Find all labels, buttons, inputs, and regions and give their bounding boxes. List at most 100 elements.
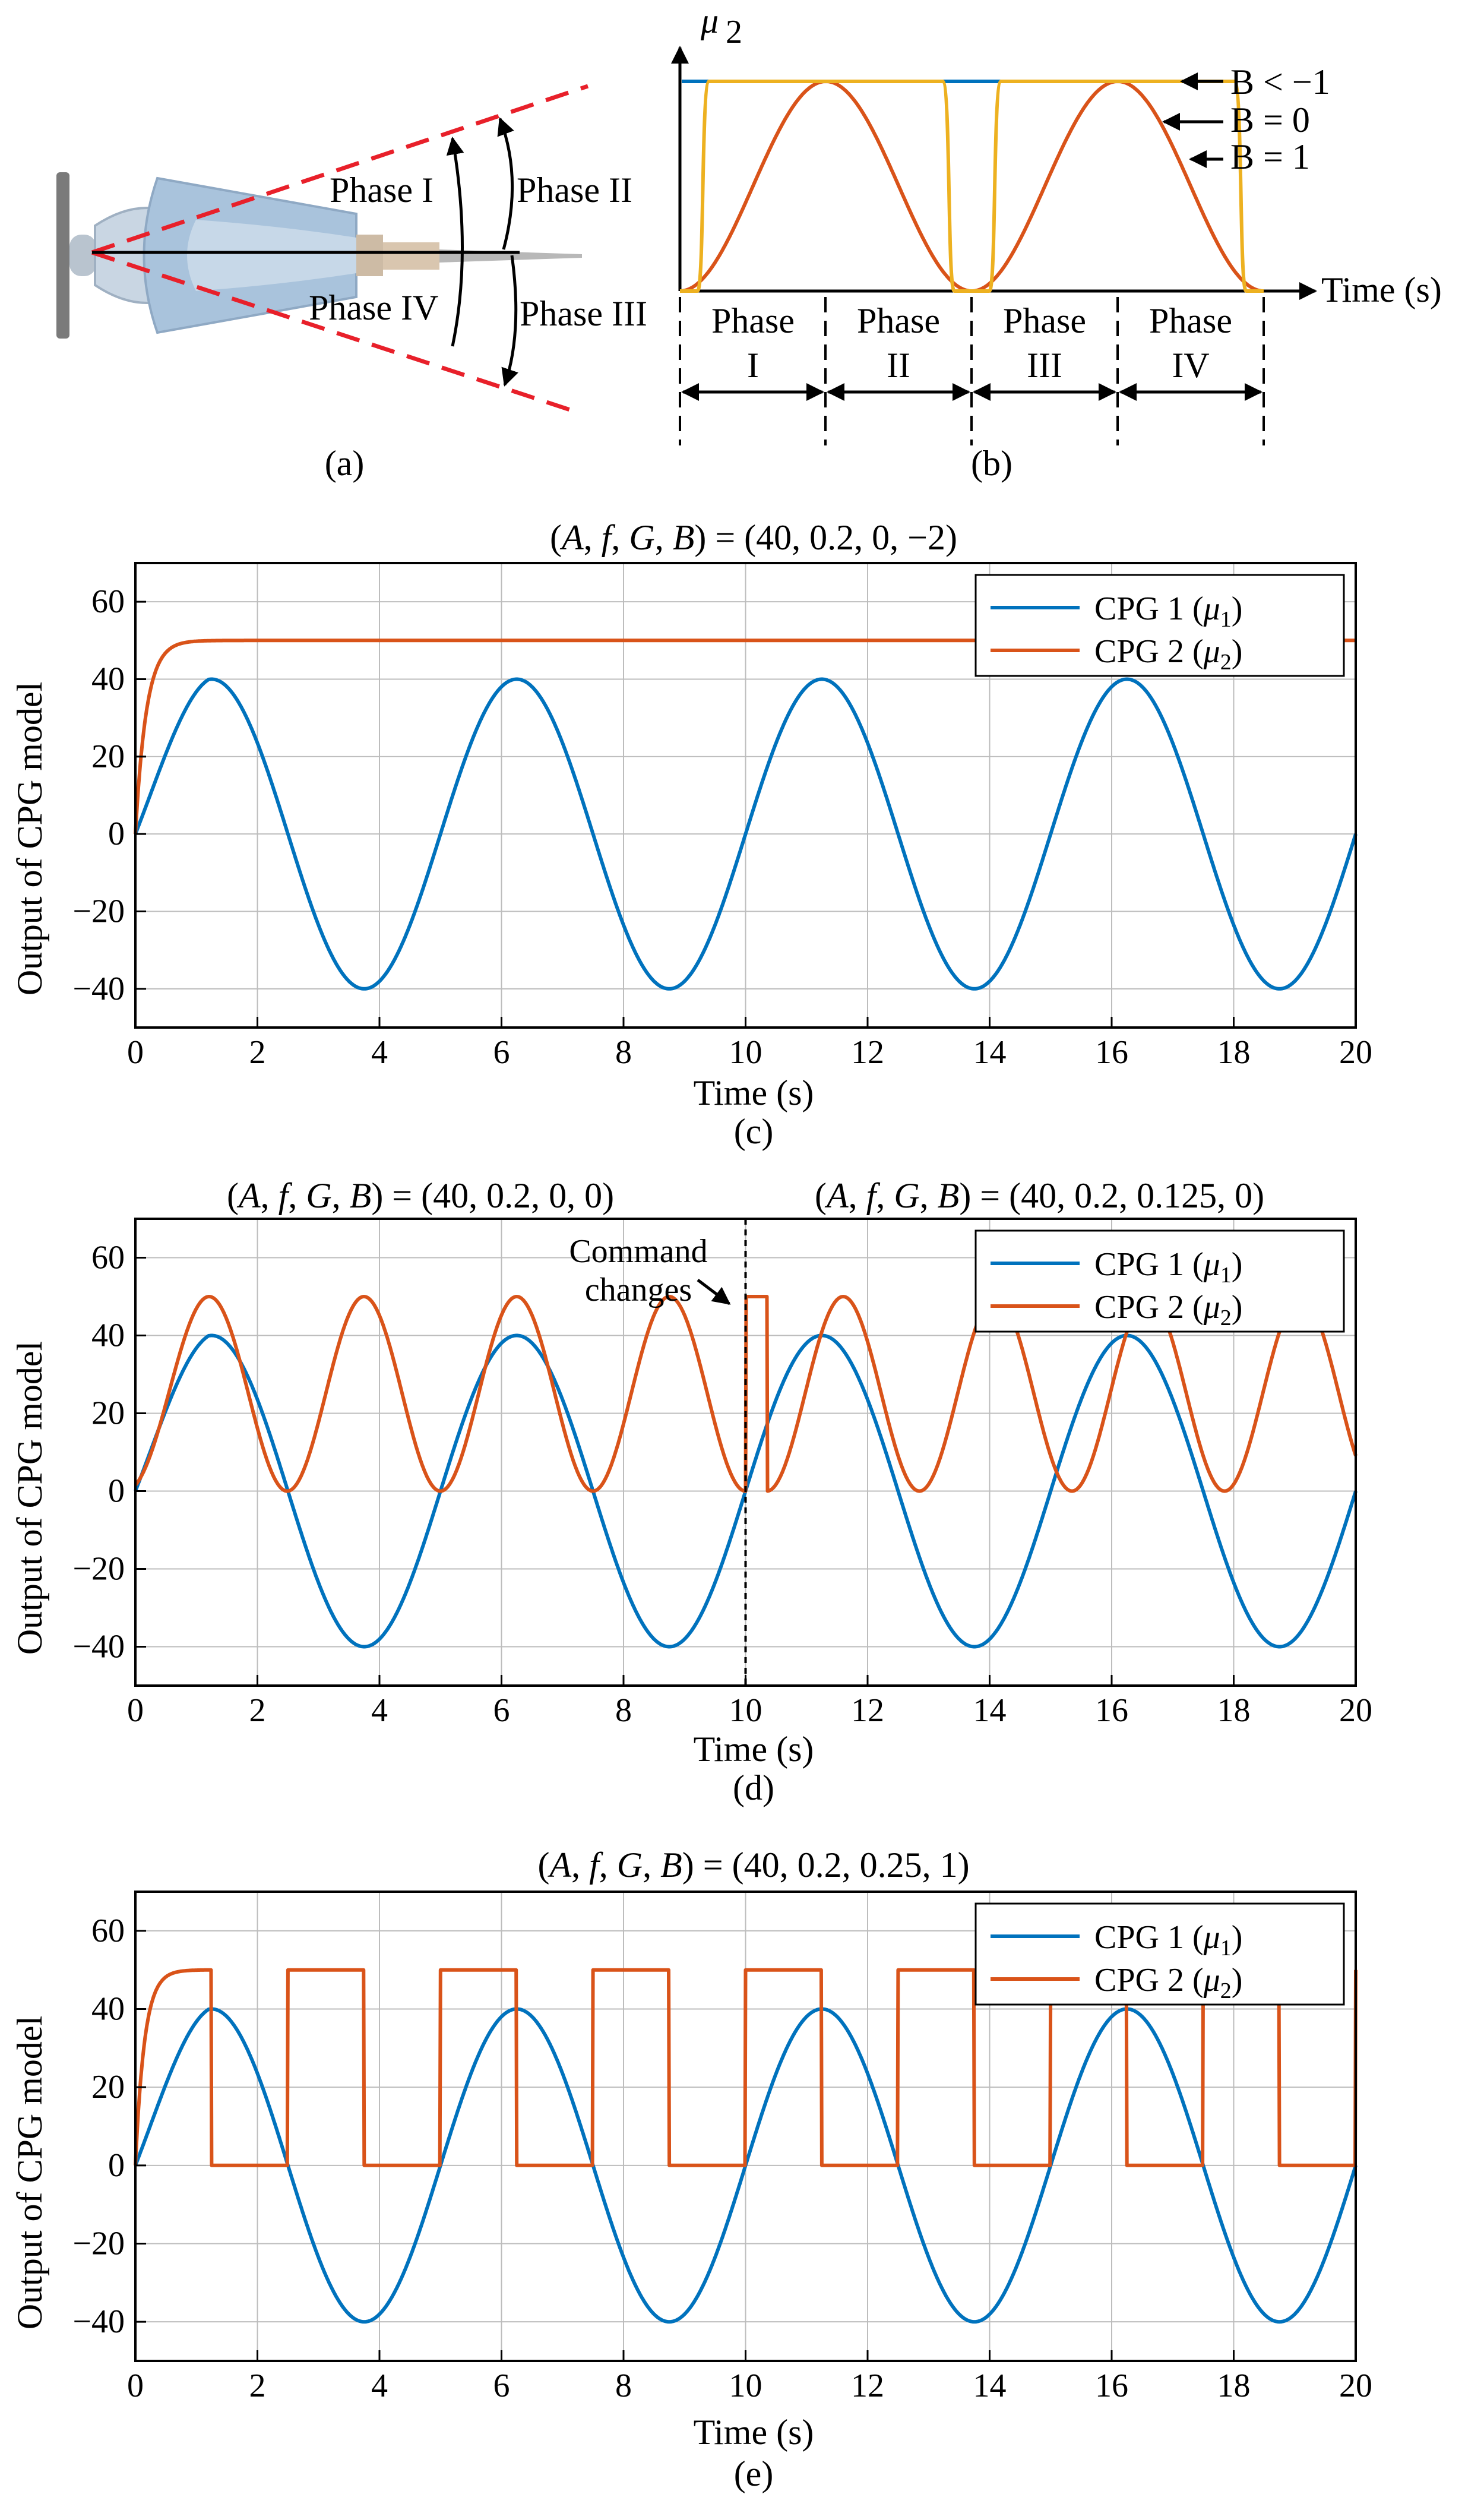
chart-e-plot: 0 2 4 6 8 10 12 14 16 18 20 −40 −20 0 20 40 60 CPG 1 (μ1)… [72, 1891, 1372, 2404]
chart-c-title: (A, f, G, B) = (40, 0.2, 0, −2) [550, 518, 957, 557]
chart-c-ytick-label-40: 40 [91, 661, 125, 698]
phase-numeral-4: IV [1172, 346, 1209, 385]
chart-c-xtick-label-14: 14 [973, 1034, 1007, 1071]
chart-c-xtick-label-4: 4 [371, 1034, 388, 1071]
chart-d: (A, f, G, B) = (40, 0.2, 0, 0) (A, f, G,… [10, 1176, 1372, 1807]
chart-d-ytick-label--20: −20 [72, 1551, 125, 1588]
chart-c-xtick-label-12: 12 [851, 1034, 884, 1071]
chart-e-ytick-label--40: −40 [72, 2303, 125, 2340]
phase-numeral-2: II [887, 346, 910, 385]
panel-b-ylabel-sub: 2 [726, 14, 742, 50]
phase-numeral-3: III [1027, 346, 1062, 385]
phase-ii-label: Phase II [517, 170, 632, 210]
chart-d-title-left: (A, f, G, B) = (40, 0.2, 0, 0) [227, 1176, 614, 1215]
chart-d-xtick-label-12: 12 [851, 1692, 884, 1729]
phase-numeral-1: I [747, 346, 759, 385]
chart-c-ytick-label-20: 20 [91, 738, 125, 775]
phase-word-2: Phase [857, 301, 940, 340]
chart-c-ytick-label-0: 0 [108, 815, 125, 852]
chart-c-legend: CPG 1 (μ1)CPG 2 (μ2) [974, 574, 1345, 677]
chart-e: (A, f, G, B) = (40, 0.2, 0.25, 1) 0 2 4 6 8 1… [10, 1845, 1372, 2493]
chart-c-xtick-label-20: 20 [1339, 1034, 1372, 1071]
chart-d-ytick-label-0: 0 [108, 1473, 125, 1510]
command-changes-label-2: changes [585, 1272, 692, 1308]
phase-dividers [679, 297, 1265, 445]
chart-c-legend-label-2: CPG 2 (μ2) [1094, 633, 1242, 675]
chart-e-xtick-label-14: 14 [973, 2367, 1007, 2404]
phase-text-group: Phase I Phase II Phase III Phase IV [711, 301, 1232, 385]
panel-b: μ 2 Time (s) B < −1 B = 0 B = 1 Phase [671, 1, 1442, 483]
chart-e-ytick-label-20: 20 [91, 2069, 125, 2106]
command-changes-label-1: Command [569, 1233, 707, 1270]
phase-word-3: Phase [1003, 301, 1086, 340]
label-b-0: B = 0 [1230, 100, 1310, 140]
chart-d-xtick-label-18: 18 [1217, 1692, 1251, 1729]
chart-e-xtick-label-20: 20 [1339, 2367, 1372, 2404]
chart-e-legend-label-1: CPG 1 (μ1) [1094, 1919, 1242, 1961]
chart-e-title: (A, f, G, B) = (40, 0.2, 0.25, 1) [537, 1845, 969, 1885]
chart-d-legend-box [974, 1229, 1345, 1333]
chart-e-xtick-label-0: 0 [127, 2367, 144, 2404]
chart-e-xtick-label-2: 2 [249, 2367, 266, 2404]
phase-ii-arc-arrow [497, 117, 514, 250]
chart-c-xtick-label-10: 10 [729, 1034, 762, 1071]
chart-e-ytick-label--20: −20 [72, 2226, 125, 2262]
chart-c-xtick-label-18: 18 [1217, 1034, 1251, 1071]
chart-e-legend-label-2: CPG 2 (μ2) [1094, 1962, 1242, 2003]
chart-c-ytick-label-60: 60 [91, 583, 125, 620]
chart-e-xtick-label-10: 10 [729, 2367, 762, 2404]
chart-c-ytick-label--20: −20 [72, 893, 125, 930]
chart-d-xtick-label-10: 10 [729, 1692, 762, 1729]
label-b-less-minus1: B < −1 [1230, 62, 1330, 102]
chart-e-ytick-label-0: 0 [108, 2147, 125, 2184]
label-b-1: B = 1 [1230, 137, 1310, 176]
chart-c-legend-label-1: CPG 1 (μ1) [1094, 590, 1242, 632]
chart-c-xtick-label-2: 2 [249, 1034, 266, 1071]
phase-iv-label: Phase IV [309, 288, 438, 327]
chart-d-ylabel: Output of CPG model [10, 1341, 49, 1655]
chart-d-ytick-label-40: 40 [91, 1317, 125, 1354]
chart-e-xtick-label-16: 16 [1095, 2367, 1128, 2404]
chart-c-legend-box [974, 574, 1345, 677]
chart-e-xtick-label-12: 12 [851, 2367, 884, 2404]
chart-d-caption: (d) [733, 1768, 774, 1807]
chart-d-xtick-label-8: 8 [615, 1692, 632, 1729]
panel-b-caption: (b) [971, 444, 1012, 483]
chart-c-xlabel: Time (s) [694, 1073, 814, 1112]
chart-e-legend: CPG 1 (μ1)CPG 2 (μ2) [974, 1902, 1345, 2006]
chart-e-ytick-label-60: 60 [91, 1912, 125, 1949]
chart-d-ytick-label--40: −40 [72, 1629, 125, 1665]
panel-a-caption: (a) [325, 444, 365, 483]
chart-d-legend-label-2: CPG 2 (μ2) [1094, 1289, 1242, 1330]
chart-d-xlabel: Time (s) [694, 1730, 814, 1769]
phase-iii-label: Phase III [520, 294, 647, 333]
chart-c-plot: 0 2 4 6 8 10 12 14 16 18 20 −40 −20 0 20 40 60 CPG 1 (μ1)… [72, 562, 1372, 1071]
chart-e-series-2 [134, 1968, 1358, 2167]
phase-iii-arc-arrow [501, 255, 518, 387]
chart-d-legend: CPG 1 (μ1)CPG 2 (μ2) [974, 1229, 1345, 1333]
chart-d-xtick-label-6: 6 [493, 1692, 510, 1729]
chart-e-caption: (e) [734, 2454, 774, 2493]
chart-c-xtick-label-0: 0 [127, 1034, 144, 1071]
cone-upper-dashed-line [91, 84, 589, 255]
chart-d-legend-label-1: CPG 1 (μ1) [1094, 1246, 1242, 1288]
chart-e-xtick-label-8: 8 [615, 2367, 632, 2404]
chart-d-xtick-label-16: 16 [1095, 1692, 1128, 1729]
phase-word-4: Phase [1149, 301, 1232, 340]
chart-c-caption: (c) [734, 1112, 774, 1151]
chart-d-xtick-label-20: 20 [1339, 1692, 1372, 1729]
chart-d-plot: 0 2 4 6 8 10 12 14 16 18 20 −40 −20 0 20 40 60 CPG 1 (μ1)… [72, 1218, 1372, 1729]
chart-e-xtick-label-4: 4 [371, 2367, 388, 2404]
chart-e-ytick-label-40: 40 [91, 1991, 125, 2028]
chart-c-series-1 [134, 677, 1358, 991]
chart-c-xtick-label-8: 8 [615, 1034, 632, 1071]
chart-d-xtick-label-0: 0 [127, 1692, 144, 1729]
panel-b-xlabel: Time (s) [1321, 270, 1442, 309]
chart-d-ytick-label-20: 20 [91, 1395, 125, 1432]
panel-a: Phase I Phase II Phase III Phase IV (a) [56, 84, 647, 483]
cone-lower-dashed-line [91, 250, 571, 412]
chart-c-xtick-label-16: 16 [1095, 1034, 1128, 1071]
phase-word-1: Phase [711, 301, 795, 340]
chart-e-ylabel: Output of CPG model [10, 2016, 49, 2329]
